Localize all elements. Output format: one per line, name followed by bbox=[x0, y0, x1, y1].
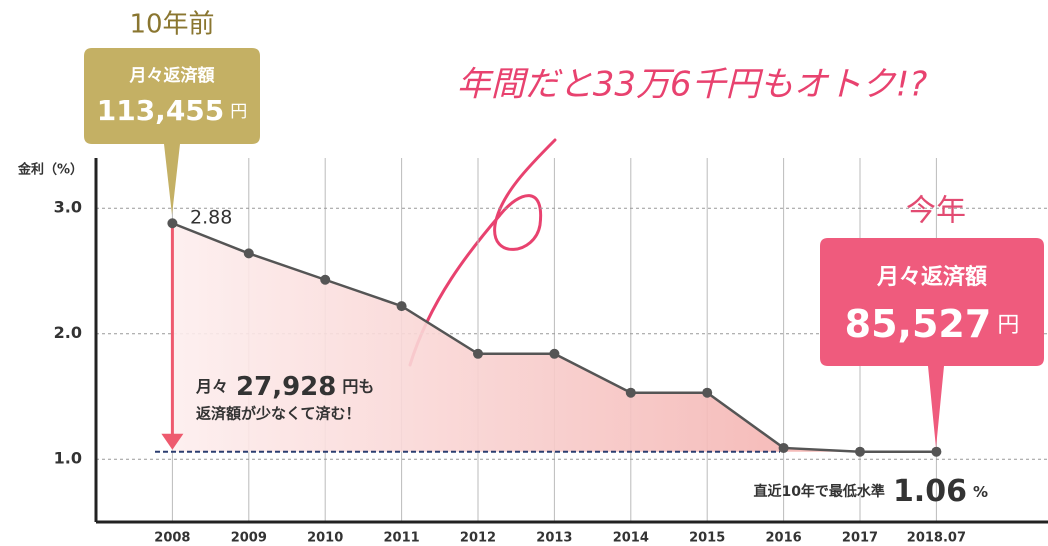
arrow-head bbox=[161, 433, 184, 450]
saving-amount: 27,928 bbox=[236, 372, 336, 402]
past-amount: 113,455 bbox=[97, 94, 225, 127]
saving-prefix: 月々 bbox=[195, 377, 228, 396]
saving-suffix: 円も bbox=[342, 377, 374, 396]
headline: 年間だと33万6千円もオトク!? bbox=[457, 65, 928, 105]
now-unit: 円 bbox=[997, 313, 1019, 338]
x-tick-label: 2017 bbox=[842, 531, 878, 546]
point bbox=[625, 387, 636, 398]
point bbox=[855, 446, 865, 457]
x-tick-label: 2015 bbox=[689, 531, 725, 546]
x-tick-label: 2010 bbox=[307, 531, 343, 546]
point bbox=[167, 218, 178, 229]
y-tick-label: 2.0 bbox=[54, 323, 82, 342]
point bbox=[931, 446, 942, 457]
point bbox=[549, 348, 560, 359]
past-label: 月々返済額 bbox=[129, 65, 215, 86]
min-level-unit: % bbox=[973, 483, 988, 501]
now-title: 今年 bbox=[906, 194, 966, 229]
now-label: 月々返済額 bbox=[876, 264, 987, 290]
y-axis-label: 金利（%） bbox=[17, 162, 83, 178]
point bbox=[243, 248, 254, 259]
point bbox=[778, 442, 789, 453]
x-tick-label: 2009 bbox=[231, 531, 267, 546]
now-callout bbox=[820, 238, 1044, 448]
point bbox=[702, 387, 713, 398]
area bbox=[172, 223, 937, 452]
now-amount-line: 85,527 円 bbox=[845, 302, 1020, 346]
saving-line2: 返済額が少なくて済む！ bbox=[196, 405, 361, 423]
y-tick-label: 1.0 bbox=[54, 449, 82, 468]
now-amount: 85,527 bbox=[845, 302, 992, 346]
swoosh bbox=[408, 138, 557, 367]
x-tick-label: 2012 bbox=[460, 531, 496, 546]
x-tick-label: 2014 bbox=[613, 531, 649, 546]
point bbox=[473, 348, 483, 359]
min-level-annotation: 直近10年で最低水準 1.06% bbox=[753, 474, 988, 509]
data-label: 2.88 bbox=[190, 207, 232, 229]
point bbox=[396, 301, 407, 312]
past-amount-line: 113,455 円 bbox=[97, 94, 248, 127]
x-tick-label: 2016 bbox=[766, 531, 802, 546]
x-tick-label: 2008 bbox=[154, 531, 190, 546]
saving-line1: 月々 27,928 円も bbox=[195, 372, 374, 402]
y-tick-label: 3.0 bbox=[54, 198, 82, 217]
x-tick-label: 2011 bbox=[384, 531, 420, 546]
min-level-value: 1.06 bbox=[893, 474, 967, 509]
past-unit: 円 bbox=[230, 102, 247, 122]
point bbox=[320, 274, 331, 285]
x-tick-label: 2018.07 bbox=[907, 531, 966, 546]
min-level-label: 直近10年で最低水準 bbox=[753, 483, 884, 500]
past-title: 10年前 bbox=[129, 10, 214, 40]
past-callout bbox=[84, 48, 260, 215]
x-tick-label: 2013 bbox=[536, 531, 572, 546]
